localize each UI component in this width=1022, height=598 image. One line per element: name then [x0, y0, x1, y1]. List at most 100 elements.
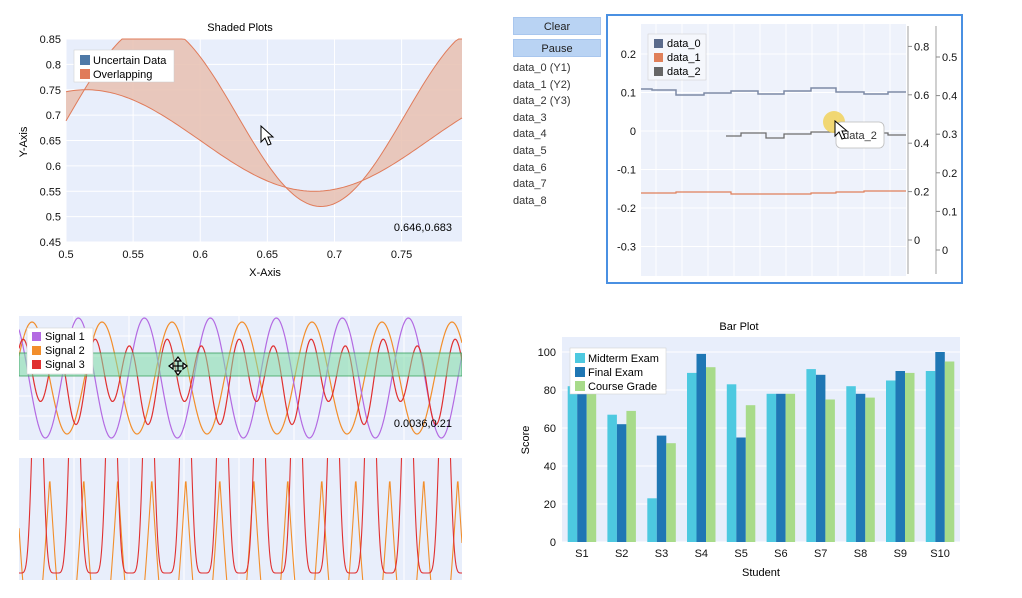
- series-item-data7[interactable]: data_7: [513, 178, 547, 191]
- shaded-y-tick: 0.8: [46, 59, 61, 71]
- bar-xlabel: Student: [742, 567, 780, 579]
- series-item-data4[interactable]: data_4: [513, 128, 547, 141]
- bar-s5-final-exam: [736, 437, 746, 542]
- legend-course: Course Grade: [588, 381, 657, 393]
- rt-right-tick-a: 0.2: [914, 187, 929, 199]
- data0-line: [641, 87, 906, 96]
- series-item-data8[interactable]: data_8: [513, 194, 547, 207]
- bar-s8-course-grade: [865, 397, 875, 542]
- dense-plot-area[interactable]: [19, 458, 462, 580]
- shaded-y-tick: 0.75: [40, 85, 61, 97]
- series-item-data6[interactable]: data_6: [513, 161, 547, 174]
- bar-x-tick: S6: [774, 548, 787, 560]
- bar-x-tick: S8: [854, 548, 867, 560]
- series-list: data_0 (Y1) data_1 (Y2) data_2 (Y3) data…: [513, 60, 570, 209]
- selection-band[interactable]: [19, 352, 462, 377]
- move-cursor-icon: [168, 356, 188, 376]
- rt-left-tick: 0.1: [621, 88, 636, 100]
- shaded-x-tick: 0.6: [193, 249, 208, 261]
- series-item-data3[interactable]: data_3: [513, 111, 547, 124]
- bar-s3-midterm-exam: [647, 498, 657, 542]
- bar-x-tick: S7: [814, 548, 827, 560]
- bar-s1-midterm-exam: [567, 386, 578, 542]
- bar-s2-final-exam: [616, 424, 627, 542]
- shaded-y-tick: 0.85: [40, 34, 61, 46]
- bar-s8-final-exam: [855, 393, 866, 542]
- shaded-y-tick: 0.6: [46, 161, 61, 173]
- rt-right-tick-b: 0.5: [942, 52, 957, 64]
- bar-y-tick: 20: [544, 499, 556, 511]
- bar-y-tick: 80: [544, 385, 556, 397]
- bar-legend: Midterm Exam Final Exam Course Grade: [569, 347, 667, 395]
- rt-left-tick: -0.2: [617, 203, 636, 215]
- shaded-x-ticks: 0.5 0.55 0.6 0.65 0.7 0.75: [58, 249, 412, 261]
- rt-right-tick-a: 0.4: [914, 138, 929, 150]
- bar-y-tick: 60: [544, 423, 556, 435]
- rt-right-tick-b: 0.1: [942, 206, 957, 218]
- legend-swatch-signal1: [32, 332, 41, 341]
- legend-signal3: Signal 3: [45, 359, 85, 371]
- bar-y-ticks: 0 20 40 60 80 100: [538, 347, 556, 549]
- legend-signal1: Signal 1: [45, 331, 85, 343]
- mouse-cursor-icon: [834, 119, 849, 140]
- legend-data0: data_0: [667, 38, 701, 50]
- bar-x-tick: S9: [894, 548, 907, 560]
- shaded-y-tick: 0.7: [46, 110, 61, 122]
- shaded-y-ticks: 0.45 0.5 0.55 0.6 0.65 0.7 0.75 0.8 0.85: [40, 34, 61, 249]
- shaded-title: Shaded Plots: [207, 22, 273, 34]
- legend-swatch-signal2: [32, 346, 41, 355]
- bar-s2-midterm-exam: [607, 414, 617, 542]
- bar-s4-course-grade: [706, 367, 716, 542]
- shaded-y-tick: 0.55: [40, 186, 61, 198]
- realtime-left-ticks: 0.2 0.1 0 -0.1 -0.2 -0.3: [617, 49, 636, 254]
- dense-signal-plot[interactable]: [19, 458, 462, 580]
- lower-curve: [65, 89, 463, 192]
- bar-x-ticks: S1 S2 S3 S4 S5 S6 S7 S8 S9 S10: [575, 548, 950, 560]
- bar-x-tick: S10: [930, 548, 950, 560]
- dense-signal3-line: [19, 458, 462, 574]
- bar-y-tick: 0: [550, 537, 556, 549]
- shaded-legend: Uncertain Data Overlapping: [73, 49, 175, 83]
- bar-y-tick: 40: [544, 461, 556, 473]
- legend-midterm: Midterm Exam: [588, 353, 659, 365]
- shaded-xlabel: X-Axis: [249, 267, 281, 279]
- shaded-plot[interactable]: Shaded Plots 0.5 0.55 0.6 0.65 0.7 0.75 0.450…: [0, 14, 470, 284]
- pause-button[interactable]: Pause: [513, 39, 601, 57]
- bar-plot[interactable]: Bar Plot 0 20 40 60 80 100 S1 S2 S3 S4 S5 S6 S7 S8 S9…: [512, 316, 964, 586]
- signal-readout: 0.0036,0.21: [394, 418, 452, 430]
- bar-s2-course-grade: [626, 410, 636, 542]
- shaded-ylabel: Y-Axis: [18, 126, 30, 157]
- shaded-x-tick: 0.7: [327, 249, 342, 261]
- rt-right-tick-a: 0.8: [914, 41, 929, 53]
- rt-left-tick: -0.1: [617, 165, 636, 177]
- bar-ylabel: Score: [520, 426, 532, 455]
- series-item-data5[interactable]: data_5: [513, 144, 547, 157]
- series-item-data0[interactable]: data_0 (Y1): [513, 62, 571, 74]
- shaded-x-tick: 0.75: [391, 249, 412, 261]
- shaded-x-tick: 0.55: [122, 249, 143, 261]
- bar-s9-final-exam: [895, 371, 905, 542]
- realtime-chart[interactable]: 0.2 0.1 0 -0.1 -0.2 -0.3 0.8 0.6 0.4 0.2 0 0.5 0.4…: [606, 14, 963, 284]
- bar-x-tick: S5: [734, 548, 747, 560]
- rt-right-tick-a: 0.6: [914, 90, 929, 102]
- series-item-data1[interactable]: data_1 (Y2): [513, 78, 571, 91]
- series-item-data2[interactable]: data_2 (Y3): [513, 95, 571, 108]
- shaded-x-tick: 0.65: [257, 249, 278, 261]
- legend-swatch-midterm: [575, 353, 585, 363]
- rt-left-tick: 0: [630, 126, 636, 138]
- signal-plot[interactable]: Signal 1 Signal 2 Signal 3 0.0036,0.21: [19, 316, 462, 440]
- bar-s4-final-exam: [696, 353, 706, 542]
- realtime-legend: data_0 data_1 data_2: [647, 33, 707, 81]
- legend-overlapping: Overlapping: [93, 69, 152, 81]
- bar-s5-midterm-exam: [726, 384, 737, 542]
- rt-left-tick: 0.2: [621, 49, 636, 61]
- rt-right-tick-b: 0.3: [942, 129, 957, 141]
- legend-swatch-signal3: [32, 360, 41, 369]
- bar-s1-course-grade: [586, 391, 597, 542]
- realtime-chart-frame: [606, 14, 963, 284]
- tooltip-text: data_2: [843, 130, 877, 142]
- rt-right-tick-b: 0.4: [942, 91, 957, 103]
- legend-swatch-data1: [654, 53, 663, 62]
- clear-button[interactable]: Clear: [513, 17, 601, 35]
- legend-swatch-data2: [654, 67, 663, 76]
